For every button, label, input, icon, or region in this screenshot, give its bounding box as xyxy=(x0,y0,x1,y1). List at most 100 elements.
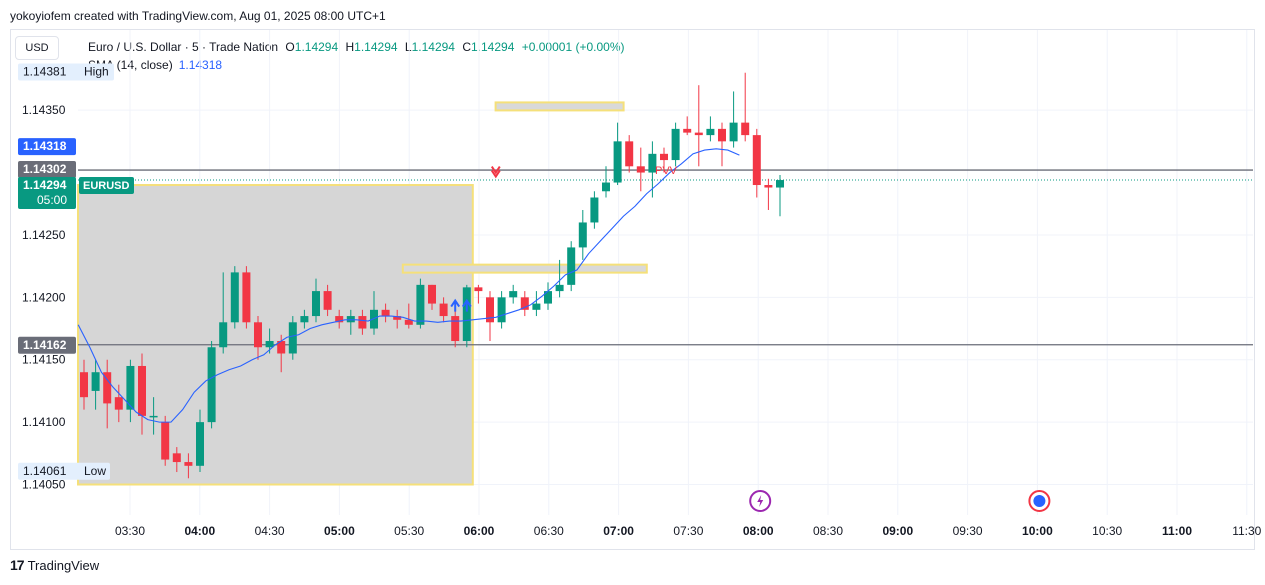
candle-body xyxy=(288,322,297,354)
candle-body xyxy=(694,132,703,136)
candle-body xyxy=(277,341,286,354)
candle-body xyxy=(335,316,344,323)
buy-arrow-icon xyxy=(450,298,461,312)
candle-body xyxy=(381,309,390,317)
y-tick-label: 1.14100 xyxy=(22,415,66,429)
x-tick-label: 08:30 xyxy=(813,524,843,538)
candle-body xyxy=(683,128,692,133)
level-lower-tag-bg xyxy=(18,336,76,354)
x-tick-label: 06:00 xyxy=(464,524,495,538)
candle-body xyxy=(660,153,668,161)
x-tick-label: 05:30 xyxy=(394,524,424,538)
legend-high: 1.14294 xyxy=(354,40,398,54)
candle-body xyxy=(149,415,158,418)
high-text: High xyxy=(84,64,109,78)
x-tick-label: 04:30 xyxy=(255,524,285,538)
candle-body xyxy=(590,197,599,223)
legend-c-label: C xyxy=(462,40,471,54)
legend-l-label: L xyxy=(404,40,412,54)
x-tick-label: 09:00 xyxy=(882,524,913,538)
x-tick-label: 10:00 xyxy=(1022,524,1053,538)
candle-body xyxy=(300,316,309,323)
candle-body xyxy=(103,372,112,404)
sell-arrow-icon xyxy=(490,165,501,179)
candle-body xyxy=(625,141,634,167)
candle-body xyxy=(323,291,332,310)
candle-body xyxy=(265,341,274,348)
legend-open: 1.14294 xyxy=(294,40,339,54)
countdown-tag: 05:00 xyxy=(37,193,67,207)
candle-body xyxy=(80,372,88,398)
candle-body xyxy=(91,372,100,391)
candle-body xyxy=(555,284,564,292)
level-upper-tag: 1.14302 xyxy=(23,162,67,176)
x-tick-label: 09:30 xyxy=(953,524,983,538)
candle-body xyxy=(764,185,773,188)
candle-body xyxy=(462,287,471,342)
candle-body xyxy=(196,422,204,466)
sma-value: 1.14318 xyxy=(178,58,223,72)
level-upper-tag-bg xyxy=(18,161,76,179)
candle-body xyxy=(741,122,750,136)
candle-body xyxy=(312,291,320,317)
legend-change: +0.00001 (+0.00%) xyxy=(521,40,625,54)
x-tick-label: 03:30 xyxy=(115,524,145,538)
candle-body xyxy=(486,297,494,323)
candle-body xyxy=(254,322,262,348)
x-tick-label: 10:30 xyxy=(1092,524,1122,538)
candle-body xyxy=(497,297,506,323)
candle-body xyxy=(776,180,784,188)
sma-price-tag-bg xyxy=(18,138,76,156)
level-lower-tag: 1.14162 xyxy=(23,338,67,352)
candle-body xyxy=(602,182,610,192)
candle-body xyxy=(544,291,552,304)
y-tick-label: 1.14200 xyxy=(22,290,66,304)
last-price-tag-bg xyxy=(18,177,76,210)
candle-body xyxy=(230,272,239,323)
shaded-zone xyxy=(77,184,474,486)
x-tick-label: 11:00 xyxy=(1162,524,1192,538)
chart-frame xyxy=(10,29,1255,550)
x-tick-label: 04:00 xyxy=(184,524,215,538)
candle-body xyxy=(752,135,761,186)
x-tick-label: 11:30 xyxy=(1232,524,1261,538)
pvv-label: PVV xyxy=(655,165,678,177)
currency-button[interactable]: USD xyxy=(15,36,59,60)
legend-symbol: Euro / U.S. Dollar · 5 · Trade Nation xyxy=(88,40,279,54)
candle-body xyxy=(161,422,170,460)
candle-body xyxy=(207,347,216,423)
candle-body xyxy=(509,291,518,298)
lightning-bolt-icon xyxy=(757,495,764,507)
high-value: 1.14381 xyxy=(23,64,67,78)
candle-body xyxy=(567,247,576,285)
candle-body xyxy=(451,316,460,342)
candle-body xyxy=(578,222,587,248)
candle-body xyxy=(648,153,657,173)
candle-body xyxy=(439,303,448,317)
x-tick-label: 06:30 xyxy=(534,524,564,538)
candle-body xyxy=(532,303,541,310)
buy-arrow-icon xyxy=(461,298,472,312)
candle-body xyxy=(242,272,251,323)
x-tick-label: 08:00 xyxy=(743,524,774,538)
y-tick-label: 1.14150 xyxy=(22,353,66,367)
candle-body xyxy=(358,316,367,329)
highlight-band xyxy=(494,101,625,112)
legend-h-label: H xyxy=(345,40,355,54)
candle-body xyxy=(126,365,135,410)
candle-body xyxy=(138,365,146,416)
y-tick-label: 1.14050 xyxy=(22,478,66,492)
candle-body xyxy=(404,319,413,325)
chart-attribution: yokoyiofem created with TradingView.com,… xyxy=(10,9,386,23)
sma-price-tag: 1.14318 xyxy=(23,139,67,153)
tradingview-brand: 17 TradingView xyxy=(10,557,99,573)
x-tick-label: 07:00 xyxy=(603,524,634,538)
candle-body xyxy=(370,309,378,329)
tradingview-logo-icon: 17 xyxy=(10,557,25,573)
candle-body xyxy=(416,284,425,325)
last-price-tag: 1.14294 xyxy=(23,178,67,192)
low-value: 1.14061 xyxy=(23,464,67,478)
candle-body xyxy=(114,397,123,410)
symbol-tag-bg xyxy=(79,177,134,195)
